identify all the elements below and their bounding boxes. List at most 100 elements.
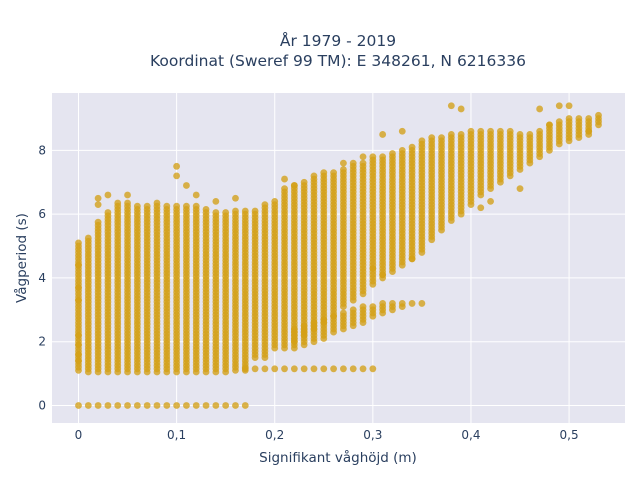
data-point xyxy=(369,303,377,311)
data-point xyxy=(104,191,112,199)
data-point xyxy=(153,402,161,409)
data-point xyxy=(143,202,151,210)
data-point xyxy=(212,209,220,216)
data-point xyxy=(369,365,377,373)
data-point xyxy=(153,199,161,207)
data-point xyxy=(281,185,288,193)
data-point xyxy=(349,159,357,167)
data-point xyxy=(212,402,220,409)
data-point xyxy=(565,102,573,110)
data-point xyxy=(447,131,455,138)
data-point xyxy=(124,402,131,409)
data-point xyxy=(271,365,279,373)
data-point xyxy=(183,202,190,210)
data-point xyxy=(232,207,239,215)
data-point xyxy=(398,127,406,135)
data-point xyxy=(241,207,249,215)
data-point xyxy=(320,315,328,323)
data-point xyxy=(457,105,465,113)
data-point xyxy=(398,300,406,307)
data-point xyxy=(487,198,494,205)
data-point xyxy=(300,365,308,373)
data-point xyxy=(84,234,92,242)
data-point xyxy=(379,153,387,161)
data-point xyxy=(585,127,593,135)
x-tick-label: 0,4 xyxy=(461,428,480,442)
data-point xyxy=(183,402,190,409)
data-point xyxy=(467,127,475,135)
data-point xyxy=(75,351,82,358)
data-point xyxy=(94,201,102,208)
data-point xyxy=(192,402,200,409)
data-point xyxy=(477,127,485,135)
data-point xyxy=(75,357,82,365)
data-point xyxy=(408,143,416,151)
data-point xyxy=(340,309,347,317)
x-tick-label: 0,5 xyxy=(560,428,579,442)
data-point xyxy=(555,118,563,126)
data-point xyxy=(300,322,308,330)
data-point xyxy=(310,172,318,180)
data-point xyxy=(359,153,367,161)
data-point xyxy=(104,402,112,409)
data-point xyxy=(516,185,524,193)
data-point xyxy=(320,169,328,177)
x-tick-label: 0,1 xyxy=(167,428,186,442)
data-point xyxy=(349,306,357,314)
x-tick-label: 0,3 xyxy=(363,428,382,442)
data-point xyxy=(330,169,337,177)
data-point xyxy=(94,194,102,202)
data-point xyxy=(143,402,151,409)
data-point xyxy=(359,303,367,311)
data-point xyxy=(232,402,239,409)
data-point xyxy=(487,127,494,135)
chart-title-line-1: År 1979 - 2019 xyxy=(280,31,396,50)
data-point xyxy=(506,127,514,135)
data-point xyxy=(222,402,230,409)
data-point xyxy=(408,300,416,307)
data-point xyxy=(300,178,308,186)
data-point xyxy=(379,131,387,138)
data-point xyxy=(163,402,171,409)
data-point xyxy=(516,131,524,138)
chart-title-line-2: Koordinat (Sweref 99 TM): E 348261, N 62… xyxy=(150,52,526,70)
data-point xyxy=(75,331,82,339)
data-point xyxy=(251,365,259,373)
data-point xyxy=(585,115,593,122)
data-point xyxy=(241,365,249,373)
data-point xyxy=(261,365,269,373)
data-point xyxy=(389,150,396,157)
x-tick-label: 0 xyxy=(75,428,83,442)
x-tick-label: 0,2 xyxy=(265,428,284,442)
data-point xyxy=(114,402,122,409)
data-point xyxy=(536,127,544,135)
data-point xyxy=(398,146,406,154)
data-point xyxy=(222,209,230,216)
data-point xyxy=(75,261,82,269)
x-axis-ticks: 0 0,1 0,2 0,3 0,4 0,5 xyxy=(75,428,579,442)
data-points xyxy=(75,102,602,409)
data-point xyxy=(555,102,563,110)
data-point xyxy=(163,202,171,210)
data-point xyxy=(546,121,553,129)
data-point xyxy=(320,365,328,373)
data-point xyxy=(124,191,131,199)
data-point xyxy=(75,296,82,304)
x-axis-title: Signifikant våghöjd (m) xyxy=(259,449,417,466)
data-point xyxy=(526,131,534,138)
data-point xyxy=(379,271,387,279)
data-point xyxy=(349,365,357,373)
data-point xyxy=(202,205,210,213)
data-point xyxy=(496,127,504,135)
data-point xyxy=(330,312,337,320)
data-point xyxy=(281,175,288,183)
data-point xyxy=(575,115,583,122)
data-point xyxy=(261,354,269,362)
y-tick-label: 4 xyxy=(38,271,46,285)
data-point xyxy=(183,182,190,189)
data-point xyxy=(340,166,347,173)
data-point xyxy=(241,402,249,409)
data-point xyxy=(477,204,485,212)
data-point xyxy=(447,102,455,110)
y-tick-label: 8 xyxy=(38,143,46,157)
